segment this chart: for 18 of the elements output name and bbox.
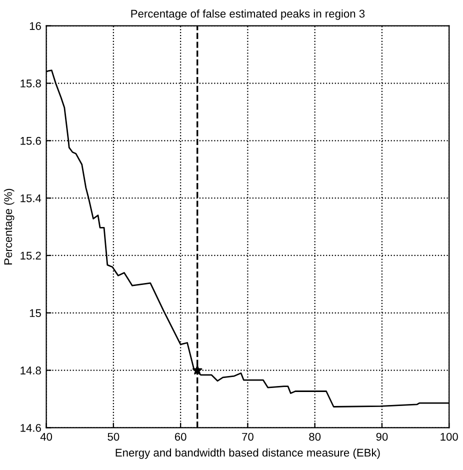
chart-title: Percentage of false estimated peaks in region 3 xyxy=(131,9,365,20)
x-tick-label: 60 xyxy=(174,432,186,441)
y-tick-label: 14.8 xyxy=(20,366,41,374)
y-tick-label: 15 xyxy=(30,309,41,318)
y-axis-title: Percentage (%) xyxy=(4,188,14,264)
y-tick-label: 15.2 xyxy=(20,252,41,260)
y-tick-label: 16 xyxy=(30,22,41,30)
y-tick-label: 14.6 xyxy=(20,424,41,432)
y-tick-label: 15.4 xyxy=(20,194,42,202)
x-tick-label: 90 xyxy=(376,432,388,441)
x-tick-label: 100 xyxy=(440,432,458,441)
x-tick-label: 80 xyxy=(309,432,321,441)
y-tick-label: 15.8 xyxy=(20,80,41,88)
x-tick-label: 50 xyxy=(108,432,120,441)
y-tick-label: 15.6 xyxy=(20,136,41,145)
x-tick-label: 40 xyxy=(40,432,52,441)
x-axis-title: Energy and bandwidth based distance measure (EBk) xyxy=(116,448,380,459)
x-tick-label: 70 xyxy=(242,432,254,441)
